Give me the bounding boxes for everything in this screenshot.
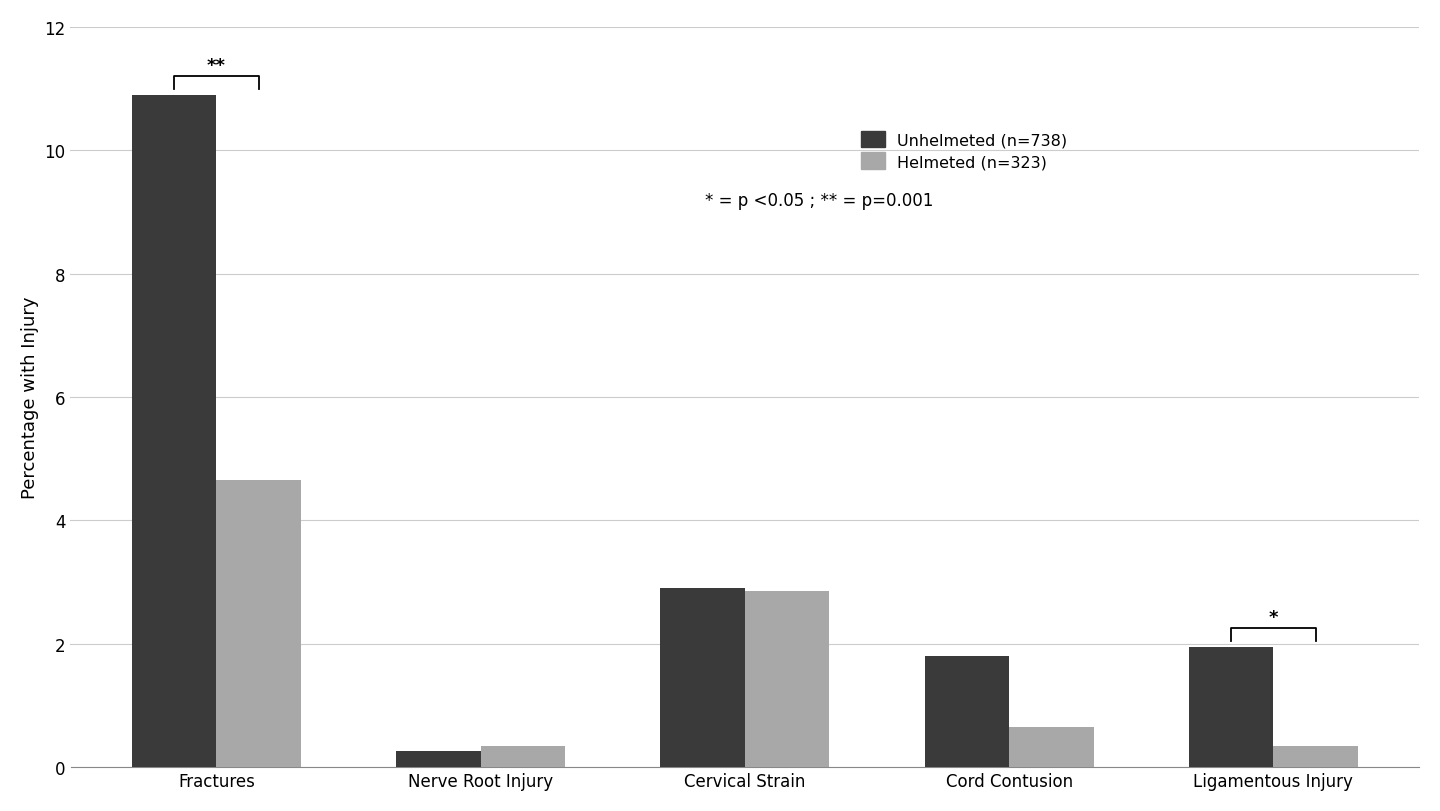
Bar xyxy=(132,96,216,767)
Bar xyxy=(924,656,1009,767)
Y-axis label: Percentage with Injury: Percentage with Injury xyxy=(20,297,39,499)
Bar xyxy=(661,589,744,767)
Text: * = p <0.05 ; ** = p=0.001: * = p <0.05 ; ** = p=0.001 xyxy=(706,191,933,209)
Bar xyxy=(1189,647,1273,767)
Text: **: ** xyxy=(207,57,226,75)
Bar xyxy=(396,751,481,767)
Bar xyxy=(216,481,301,767)
Legend: Unhelmeted (n=738), Helmeted (n=323): Unhelmeted (n=738), Helmeted (n=323) xyxy=(861,132,1067,169)
Bar xyxy=(481,746,564,767)
Bar xyxy=(744,592,829,767)
Text: *: * xyxy=(1269,608,1279,626)
Bar xyxy=(1009,727,1093,767)
Bar xyxy=(1273,746,1358,767)
